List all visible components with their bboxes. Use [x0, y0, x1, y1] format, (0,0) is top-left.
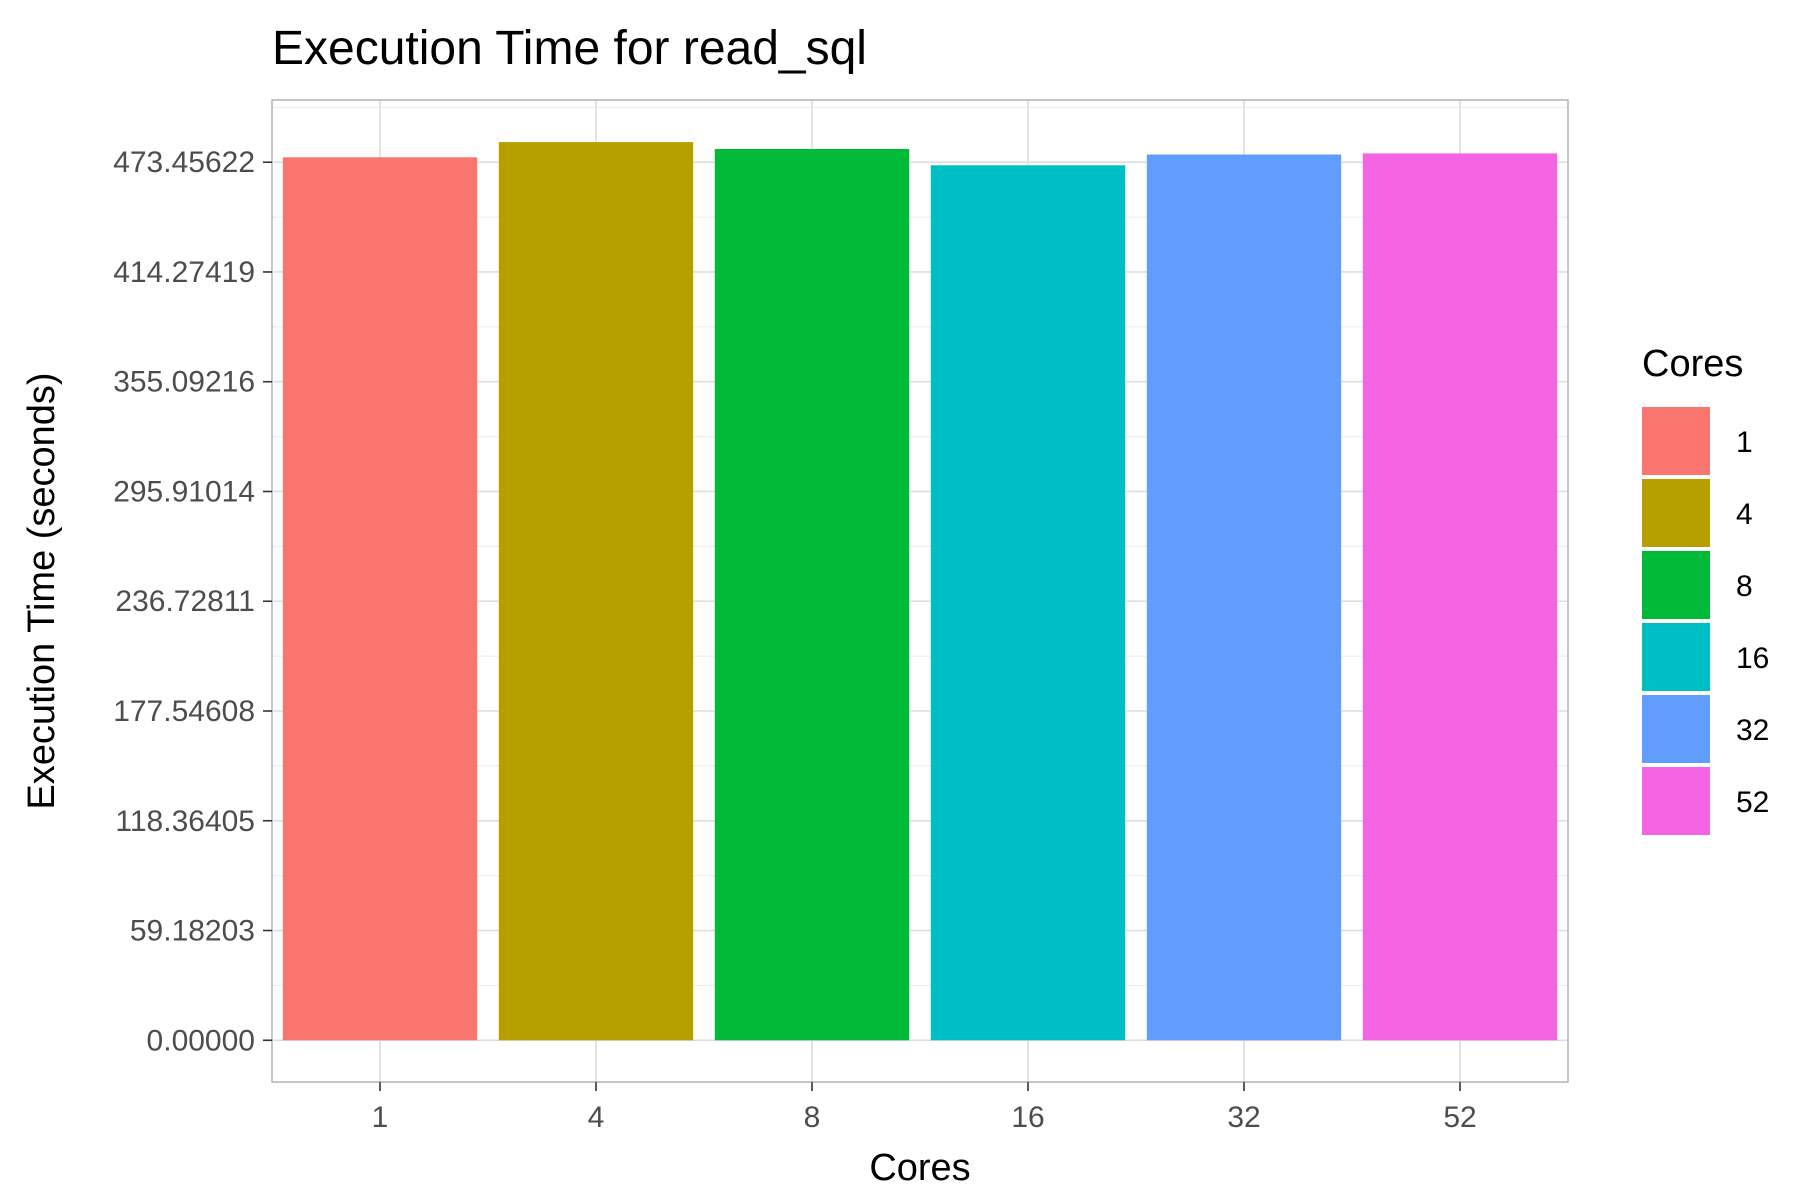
- bars: [282, 142, 1558, 1041]
- x-axis: 1 4 8 16 32 52: [372, 1082, 1477, 1134]
- legend-title: Cores: [1642, 343, 1743, 385]
- legend-key: [1642, 767, 1710, 835]
- legend-label: 32: [1736, 714, 1769, 747]
- bar: [282, 157, 478, 1041]
- plot-panel-border: [271, 99, 1569, 1083]
- legend-label: 16: [1736, 642, 1769, 675]
- x-axis-title: Cores: [869, 1147, 970, 1189]
- y-axis: 0.00000 59.18203 118.36405 177.54608 236.728…: [113, 146, 272, 1057]
- x-tick-label: 52: [1443, 1101, 1476, 1134]
- bar: [714, 148, 910, 1041]
- x-tick-label: 32: [1227, 1101, 1260, 1134]
- legend-key: [1642, 623, 1710, 691]
- y-tick-label: 236.72811: [115, 585, 255, 618]
- y-tick-label: 59.18203: [130, 915, 255, 948]
- y-tick-label: 177.54608: [113, 695, 255, 728]
- y-tick-label: 295.91014: [113, 475, 255, 508]
- y-axis-title: Execution Time (seconds): [21, 372, 63, 809]
- chart-title: Execution Time for read_sql: [272, 22, 867, 75]
- y-tick-label: 0.00000: [147, 1024, 255, 1057]
- legend: Cores 1 4 8 16 32 52: [1642, 343, 1769, 835]
- bar: [930, 165, 1126, 1041]
- bar: [1362, 153, 1558, 1041]
- x-tick-label: 1: [372, 1101, 389, 1134]
- y-tick-label: 118.36405: [115, 805, 255, 838]
- legend-key: [1642, 479, 1710, 547]
- x-tick-label: 8: [804, 1101, 821, 1134]
- y-tick-label: 355.09216: [113, 366, 255, 399]
- minor-gridlines: [272, 106, 1568, 986]
- x-tick-label: 4: [588, 1101, 605, 1134]
- bar: [1146, 154, 1342, 1041]
- legend-label: 4: [1736, 498, 1753, 531]
- legend-key: [1642, 551, 1710, 619]
- legend-label: 1: [1736, 426, 1753, 459]
- legend-key: [1642, 407, 1710, 475]
- y-tick-label: 414.27419: [113, 256, 255, 289]
- y-tick-label: 473.45622: [113, 146, 255, 179]
- legend-label: 52: [1736, 786, 1769, 819]
- legend-key: [1642, 695, 1710, 763]
- legend-label: 8: [1736, 570, 1753, 603]
- bar: [498, 142, 694, 1041]
- x-tick-label: 16: [1011, 1101, 1044, 1134]
